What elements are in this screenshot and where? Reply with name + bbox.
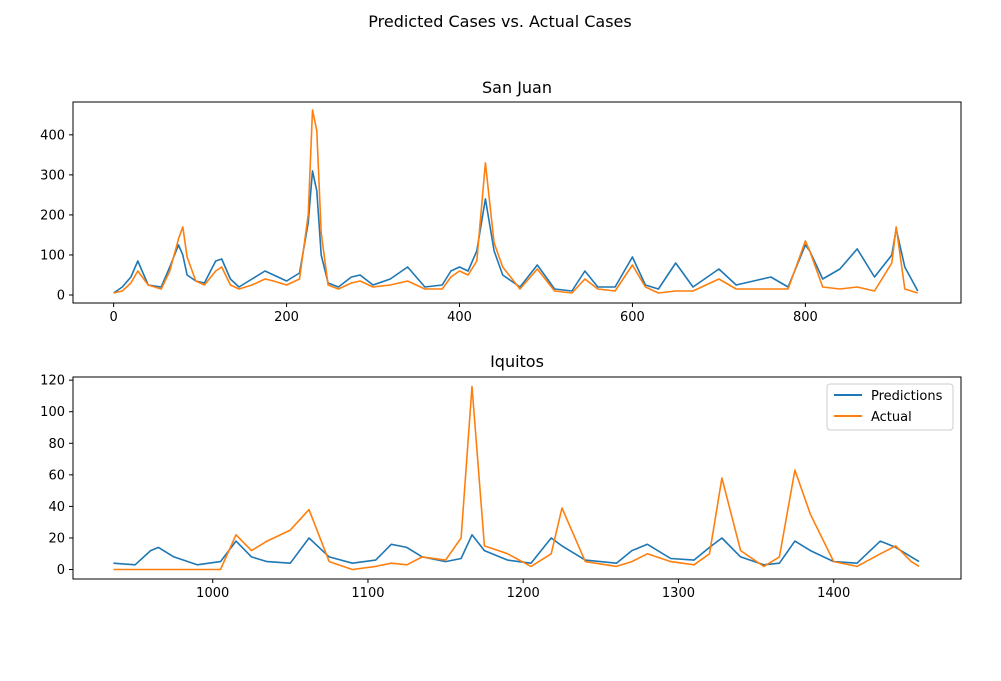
san-juan-x-tick-label: 200 [274,310,299,325]
san-juan-series [113,109,919,294]
legend-actual-label: Actual [871,410,912,425]
san-juan-y-tick-label: 400 [40,128,65,143]
san-juan-x-axis: 0 200 400 600 800 [109,303,818,325]
iquitos-y-axis: 0 20 40 60 80 100 120 [40,374,73,578]
san-juan-y-tick-label: 0 [57,288,65,303]
iquitos-x-tick-label: 1100 [351,586,384,601]
san-juan-predictions-line [113,170,919,294]
san-juan-y-tick-label: 100 [40,248,65,263]
san-juan-plot-frame [72,101,962,304]
iquitos-y-tick-label: 80 [48,437,65,452]
san-juan-y-axis: 0 100 200 300 400 [40,128,73,303]
san-juan-y-tick-label: 200 [40,208,65,223]
iquitos-title: Iquitos [490,352,544,371]
iquitos-chart: Iquitos 1000 1100 1200 1300 1400 0 20 40 60 80 10… [40,352,962,601]
iquitos-x-tick-label: 1300 [662,586,695,601]
san-juan-actual-line [113,109,919,294]
iquitos-x-tick-label: 1400 [817,586,850,601]
san-juan-x-tick-label: 800 [793,310,818,325]
san-juan-x-tick-label: 400 [447,310,472,325]
san-juan-title: San Juan [482,78,552,97]
iquitos-x-axis: 1000 1100 1200 1300 1400 [196,579,850,601]
iquitos-y-tick-label: 60 [48,468,65,483]
iquitos-y-tick-label: 20 [48,531,65,546]
san-juan-x-tick-label: 600 [620,310,645,325]
figure-suptitle: Predicted Cases vs. Actual Cases [368,12,631,31]
iquitos-actual-line [113,385,920,571]
legend: Predictions Actual [826,383,954,431]
iquitos-predictions-line [113,533,920,566]
iquitos-plot-frame [72,376,962,580]
legend-predictions-label: Predictions [871,389,943,404]
iquitos-y-tick-label: 100 [40,405,65,420]
iquitos-y-tick-label: 120 [40,374,65,389]
san-juan-y-tick-label: 300 [40,168,65,183]
san-juan-x-tick-label: 0 [109,310,117,325]
iquitos-y-tick-label: 0 [57,563,65,578]
iquitos-x-tick-label: 1200 [507,586,540,601]
iquitos-series [113,385,920,571]
iquitos-x-tick-label: 1000 [196,586,229,601]
san-juan-chart: San Juan 0 200 400 600 800 0 100 200 300 400 [40,78,962,325]
iquitos-y-tick-label: 40 [48,500,65,515]
